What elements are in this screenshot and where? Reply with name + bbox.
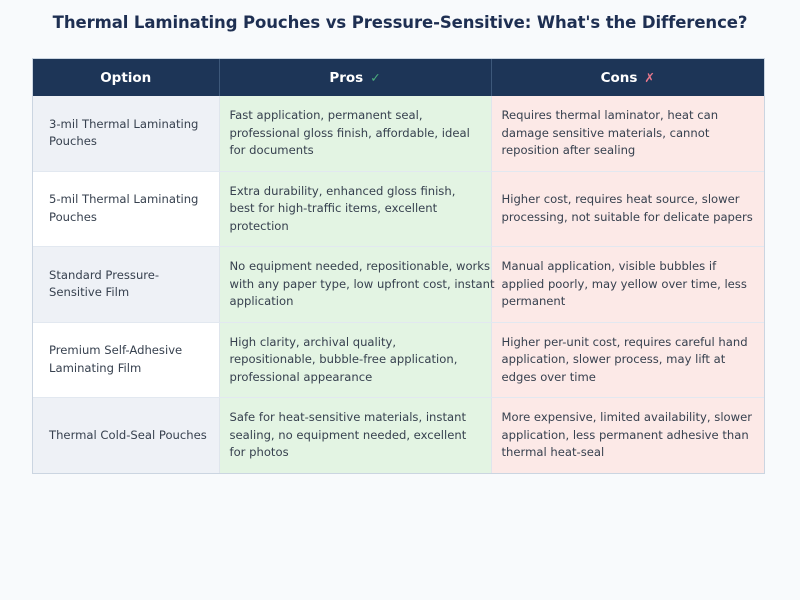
cell-cons: Higher per-unit cost, requires careful h… — [491, 322, 764, 398]
cell-pros: Fast application, permanent seal, profes… — [219, 96, 492, 172]
column-header-option-label: Option — [100, 69, 152, 86]
cell-cons: Requires thermal laminator, heat can dam… — [491, 96, 764, 172]
comparison-table: Option Pros ✓ Cons ✗ — [33, 59, 764, 473]
cell-cons: Manual application, visible bubbles if a… — [491, 246, 764, 323]
table-header-row: Option Pros ✓ Cons ✗ — [33, 59, 764, 96]
cell-option: Thermal Cold-Seal Pouches — [33, 397, 220, 473]
cell-option: 3-mil Thermal Laminating Pouches — [33, 96, 220, 172]
column-header-cons-label: Cons — [600, 69, 638, 86]
cell-option: Standard Pressure-Sensitive Film — [33, 246, 220, 323]
column-header-pros: Pros ✓ — [219, 59, 492, 96]
option-name: Standard Pressure-Sensitive Film — [49, 267, 160, 300]
cons-text: More expensive, limited availability, sl… — [501, 410, 753, 459]
pros-text: High clarity, archival quality, repositi… — [229, 334, 458, 384]
pros-text: Safe for heat-sensitive materials, insta… — [229, 410, 467, 459]
column-header-pros-label: Pros — [329, 69, 364, 86]
cons-text: Higher cost, requires heat source, slowe… — [501, 192, 753, 224]
cell-cons: Higher cost, requires heat source, slowe… — [491, 171, 764, 247]
check-icon: ✓ — [370, 70, 381, 85]
option-name: 3-mil Thermal Laminating Pouches — [49, 116, 199, 149]
table-body: 3-mil Thermal Laminating Pouches Fast ap… — [33, 96, 764, 473]
cell-pros: Extra durability, enhanced gloss finish,… — [219, 171, 492, 247]
pros-text: Extra durability, enhanced gloss finish,… — [229, 183, 456, 233]
cons-text: Manual application, visible bubbles if a… — [501, 259, 747, 308]
option-name: Thermal Cold-Seal Pouches — [49, 427, 207, 442]
column-header-option: Option — [33, 59, 220, 96]
option-name: Premium Self-Adhesive Laminating Film — [49, 343, 183, 375]
cell-option: Premium Self-Adhesive Laminating Film — [33, 322, 220, 398]
pros-text: Fast application, permanent seal, profes… — [229, 108, 470, 157]
table-row: 5-mil Thermal Laminating Pouches Extra d… — [33, 171, 764, 247]
table-row: 3-mil Thermal Laminating Pouches Fast ap… — [33, 96, 764, 172]
cell-cons: More expensive, limited availability, sl… — [491, 397, 764, 473]
pros-text: No equipment needed, repositionable, wor… — [229, 259, 495, 308]
table-row: Thermal Cold-Seal Pouches Safe for heat-… — [33, 397, 764, 473]
cross-icon: ✗ — [644, 70, 655, 85]
column-header-cons: Cons ✗ — [491, 59, 764, 96]
table-header: Option Pros ✓ Cons ✗ — [33, 59, 764, 96]
cell-pros: High clarity, archival quality, repositi… — [219, 322, 492, 398]
page-title: Thermal Laminating Pouches vs Pressure-S… — [52, 13, 748, 32]
cell-pros: Safe for heat-sensitive materials, insta… — [219, 397, 492, 473]
cell-option: 5-mil Thermal Laminating Pouches — [33, 171, 220, 247]
cell-pros: No equipment needed, repositionable, wor… — [219, 246, 495, 323]
cons-text: Higher per-unit cost, requires careful h… — [501, 334, 748, 384]
table-row: Premium Self-Adhesive Laminating Film Hi… — [33, 322, 764, 398]
comparison-table-container: Option Pros ✓ Cons ✗ — [32, 58, 765, 474]
cons-text: Requires thermal laminator, heat can dam… — [501, 108, 719, 157]
option-name: 5-mil Thermal Laminating Pouches — [49, 192, 199, 224]
table-row: Standard Pressure-Sensitive Film No equi… — [33, 246, 764, 323]
